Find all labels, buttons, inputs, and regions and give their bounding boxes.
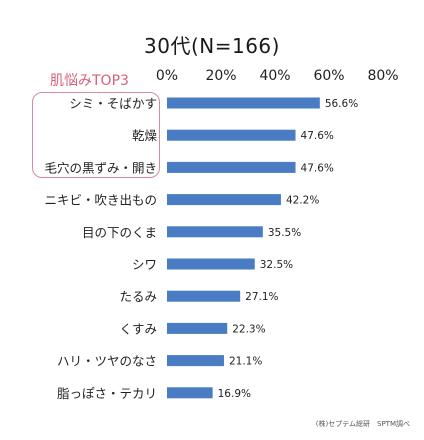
chart-title: 30代(N=166): [144, 34, 280, 58]
bar: [167, 161, 296, 173]
category-label: くすみ: [119, 321, 157, 336]
bar: [167, 290, 241, 302]
top3-highlight-box: [32, 92, 160, 178]
x-tick-label: 0%: [156, 68, 178, 84]
category-label: シワ: [132, 257, 157, 272]
x-tick-label: 80%: [367, 68, 398, 84]
category-label: 脂っぽさ・テカリ: [57, 386, 157, 401]
category-label: ハリ・ツヤのなさ: [57, 354, 157, 369]
value-label: 42.2%: [286, 195, 319, 207]
category-label: ニキビ・吹き出もの: [44, 193, 157, 208]
bar: [167, 129, 296, 141]
x-tick-label: 60%: [313, 68, 344, 84]
value-label: 56.6%: [325, 98, 358, 110]
value-label: 22.3%: [232, 323, 265, 335]
x-tick-label: 40%: [259, 68, 290, 84]
source-note: (株)セプテム総研 SPTM調べ: [315, 420, 410, 428]
category-label: 乾燥: [132, 128, 158, 143]
bar: [167, 258, 255, 270]
x-tick-label: 20%: [205, 68, 236, 84]
value-label: 32.5%: [260, 259, 293, 271]
value-label: 47.6%: [301, 162, 334, 174]
value-label: 21.1%: [229, 356, 262, 368]
bar: [167, 387, 213, 399]
bar: [167, 226, 263, 238]
bar: [167, 97, 320, 109]
top3-label: 肌悩みTOP3: [50, 73, 129, 89]
category-label: 毛穴の黒ずみ・開き: [44, 160, 157, 175]
bar: [167, 322, 228, 334]
value-label: 27.1%: [245, 291, 278, 303]
category-label: 目の下のくま: [82, 225, 157, 240]
category-label: シミ・そばかす: [69, 96, 157, 111]
value-label: 35.5%: [268, 227, 301, 239]
category-label: たるみ: [119, 289, 157, 304]
value-label: 16.9%: [218, 388, 251, 400]
bar: [167, 355, 224, 367]
value-label: 47.6%: [301, 130, 334, 142]
bar: [167, 194, 281, 206]
